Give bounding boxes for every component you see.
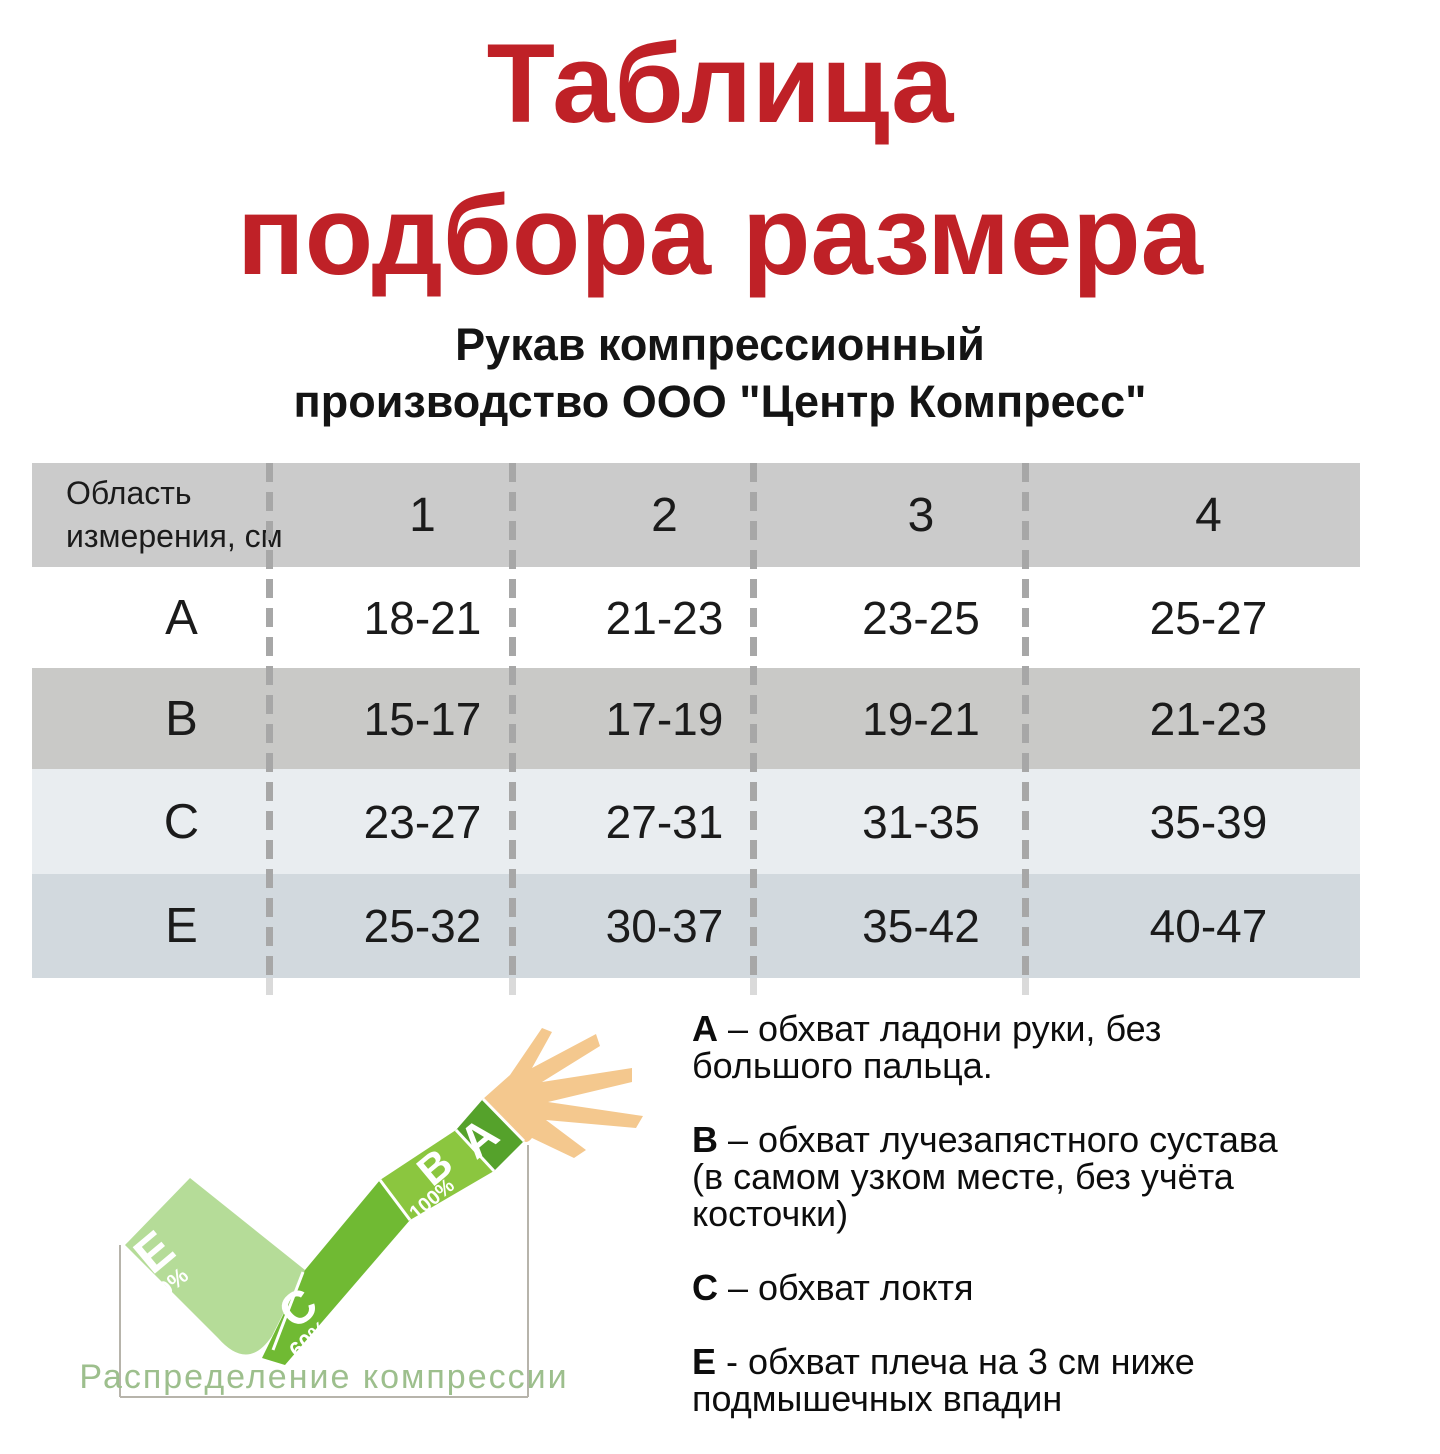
row-label-B: B bbox=[32, 668, 301, 769]
size-cell-A-2: 21-23 bbox=[544, 567, 785, 668]
legend-item-E: E - обхват плеча на 3 см ниже подмышечны… bbox=[692, 1343, 1416, 1417]
diagram-caption: Распределение компрессии bbox=[79, 1358, 568, 1396]
legend-item-A: A – обхват ладони руки, без большого пал… bbox=[692, 1010, 1416, 1084]
size-column-header-2: 2 bbox=[544, 463, 785, 567]
table-corner-label: Область измерения, см bbox=[32, 463, 301, 567]
size-cell-B-4: 21-23 bbox=[1057, 668, 1360, 769]
legend-text: – обхват локтя bbox=[718, 1267, 974, 1308]
zone-a-shape bbox=[456, 1099, 524, 1171]
size-cell-B-2: 17-19 bbox=[544, 668, 785, 769]
size-cell-E-4: 40-47 bbox=[1057, 874, 1360, 978]
legend-letter: E bbox=[692, 1341, 717, 1382]
legend-letter: C bbox=[692, 1267, 718, 1308]
legend-item-B: B – обхват лучезапястного сустава (в сам… bbox=[692, 1121, 1416, 1232]
diagram-frame bbox=[119, 1145, 529, 1398]
legend-item-C: C – обхват локтя bbox=[692, 1269, 1416, 1306]
column-dashed-separator bbox=[750, 463, 757, 995]
size-cell-A-3: 23-25 bbox=[785, 567, 1057, 668]
size-cell-C-2: 27-31 bbox=[544, 769, 785, 874]
legend-text: – обхват ладони руки, без большого пальц… bbox=[692, 1008, 1162, 1086]
zone-c-shape bbox=[262, 1180, 410, 1365]
size-selection-table: Область измерения, см 1 2 3 4 A 18-21 21-23 23-2… bbox=[32, 463, 1360, 978]
size-cell-E-3: 35-42 bbox=[785, 874, 1057, 978]
legend-text: – обхват лучезапястного сустава (в самом… bbox=[692, 1119, 1278, 1234]
legend-text: - обхват плеча на 3 см ниже подмышечных … bbox=[692, 1341, 1195, 1419]
legend-letter: A bbox=[692, 1008, 718, 1049]
size-cell-E-1: 25-32 bbox=[301, 874, 544, 978]
size-column-header-4: 4 bbox=[1057, 463, 1360, 567]
measurement-legend: A – обхват ладони руки, без большого пал… bbox=[692, 1010, 1416, 1454]
size-cell-C-1: 23-27 bbox=[301, 769, 544, 874]
zone-e-shape bbox=[125, 1178, 305, 1355]
size-column-header-1: 1 bbox=[301, 463, 544, 567]
compression-distribution-diagram: E 40% C 60% B 100% A Распределение компр… bbox=[79, 1028, 643, 1398]
hand-illustration bbox=[483, 1028, 643, 1158]
size-cell-C-4: 35-39 bbox=[1057, 769, 1360, 874]
column-dashed-separator bbox=[266, 463, 273, 995]
row-label-A: A bbox=[32, 567, 301, 668]
size-column-header-3: 3 bbox=[785, 463, 1057, 567]
size-cell-A-4: 25-27 bbox=[1057, 567, 1360, 668]
zone-b-shape bbox=[380, 1130, 494, 1220]
size-cell-C-3: 31-35 bbox=[785, 769, 1057, 874]
row-label-C: C bbox=[32, 769, 301, 874]
size-cell-A-1: 18-21 bbox=[301, 567, 544, 668]
product-subtitle: Рукав компрессионный производство ООО "Ц… bbox=[293, 319, 1147, 427]
legend-letter: B bbox=[692, 1119, 718, 1160]
row-label-E: E bbox=[32, 874, 301, 978]
column-dashed-separator bbox=[1022, 463, 1029, 995]
size-cell-B-3: 19-21 bbox=[785, 668, 1057, 769]
size-cell-B-1: 15-17 bbox=[301, 668, 544, 769]
page-title: Таблица подбора размера bbox=[237, 21, 1203, 298]
column-dashed-separator bbox=[509, 463, 516, 995]
size-cell-E-2: 30-37 bbox=[544, 874, 785, 978]
